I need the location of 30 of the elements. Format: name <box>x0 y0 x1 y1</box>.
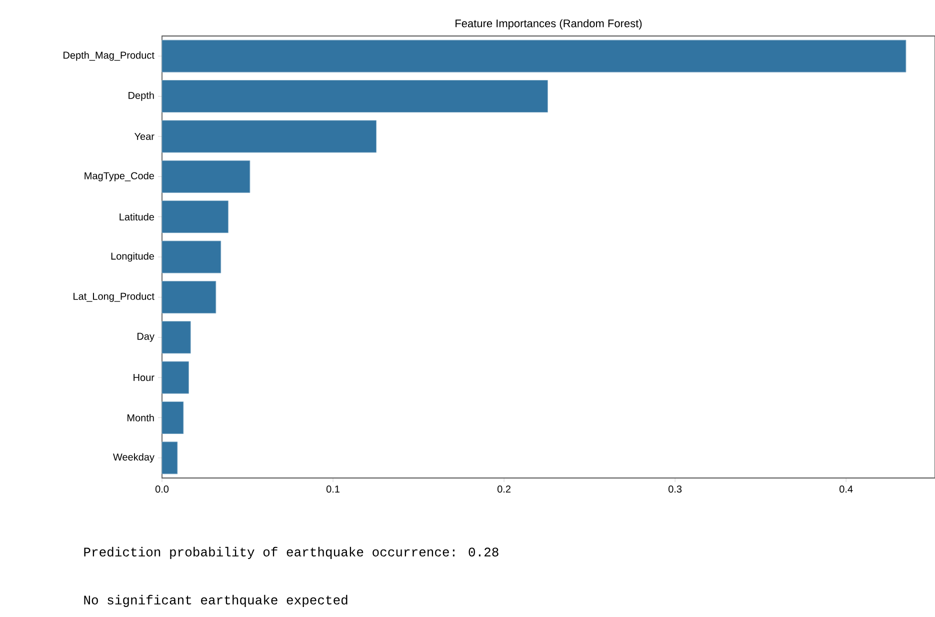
x-tick-label: 0.1 <box>326 486 340 493</box>
x-tick-label: 0.0 <box>155 486 169 493</box>
y-tick-label: Hour <box>134 374 154 382</box>
bar <box>162 280 216 314</box>
y-tick-label: Depth <box>128 92 154 101</box>
x-tick-label: 0.4 <box>840 486 853 493</box>
bar <box>162 401 184 434</box>
y-tick-label: MagType_Code <box>84 172 154 182</box>
bar <box>162 40 906 72</box>
y-tick-label: Lat_Long_Product <box>74 292 154 302</box>
bar <box>162 200 228 234</box>
y-tick-label: Year <box>134 132 154 140</box>
x-tick-label: 0.2 <box>497 486 510 493</box>
bar <box>162 442 178 474</box>
y-tick-label: Month <box>127 414 154 422</box>
y-tick-label: Depth_Mag_Product <box>64 51 154 61</box>
y-tick-label: Longitude <box>111 252 154 262</box>
text: No significant earthquake expected <box>84 594 348 608</box>
bar <box>162 361 189 394</box>
bar <box>162 321 191 354</box>
y-tick-label: Weekday <box>113 453 154 463</box>
bar <box>162 120 377 153</box>
y-tick-label: Latitude <box>120 213 154 220</box>
chart-title: Feature Importances (Random Forest) <box>456 19 642 30</box>
y-tick-label: Day <box>138 332 154 342</box>
x-tick-label: 0.3 <box>668 486 682 493</box>
text: Prediction probability of earthquake occurrence: 0.28 <box>84 546 498 560</box>
bar <box>162 160 250 193</box>
bar <box>162 240 222 274</box>
bar <box>162 80 548 113</box>
